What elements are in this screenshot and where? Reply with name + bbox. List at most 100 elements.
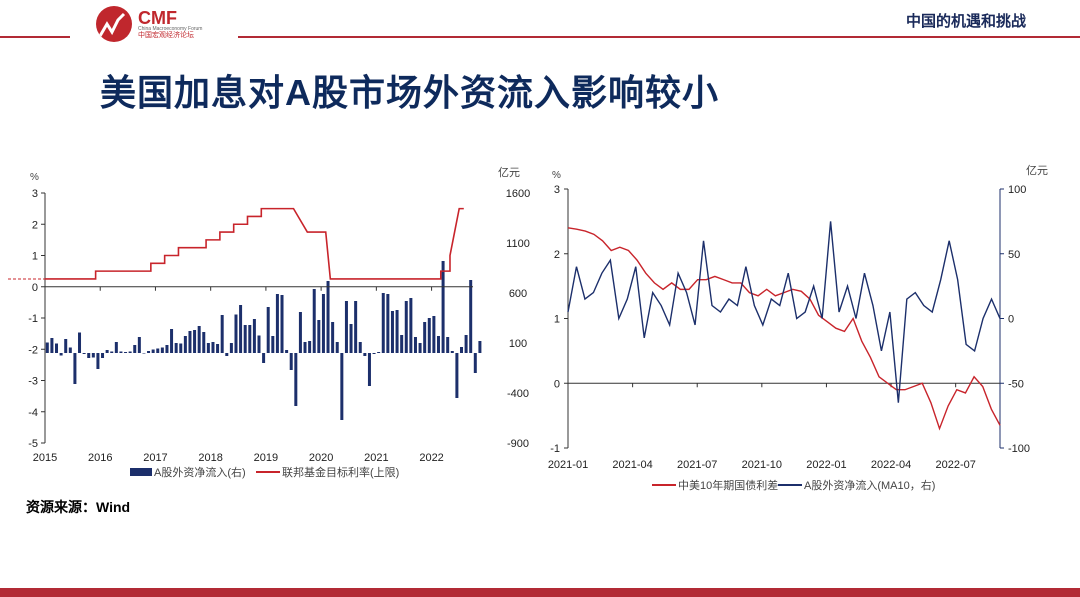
inflow-bar bbox=[151, 349, 155, 353]
logo-cn: 中国宏观经济论坛 bbox=[138, 32, 194, 39]
inflow-bar bbox=[243, 325, 247, 353]
legend-label-inflow: A股外资净流入(右) bbox=[154, 465, 246, 479]
right-tick-label: -50 bbox=[1008, 378, 1024, 390]
inflow-bar bbox=[418, 343, 422, 353]
inflow-bar bbox=[404, 301, 408, 353]
inflow-bar bbox=[450, 351, 454, 353]
inflow-bar bbox=[464, 335, 468, 353]
inflow-bar bbox=[105, 350, 109, 353]
right-tick-label: 100 bbox=[509, 338, 527, 350]
chart-yield-spread-vs-inflows: % 亿元 3 2 1 0 -1 100 50 0 -50 -100 2021-01 2021-04 2021… bbox=[548, 164, 1048, 492]
inflow-bar bbox=[386, 294, 390, 353]
inflow-bar bbox=[331, 322, 335, 353]
right-tick-label: 1600 bbox=[506, 188, 530, 200]
right-tick-label: 0 bbox=[1008, 314, 1014, 326]
inflow-bar bbox=[248, 325, 252, 353]
inflow-bar bbox=[473, 353, 477, 373]
inflow-bar bbox=[156, 348, 160, 353]
inflow-bar bbox=[317, 320, 321, 353]
inflow-bar bbox=[280, 295, 284, 353]
legend-label-inflow: A股外资净流入(MA10，右) bbox=[804, 478, 935, 492]
inflow-bar bbox=[216, 344, 220, 353]
inflow-bar bbox=[298, 312, 302, 353]
inflow-bar bbox=[206, 343, 210, 353]
x-tick-label: 2018 bbox=[198, 452, 222, 464]
header-rule-right bbox=[238, 36, 1080, 38]
inflow-bar bbox=[119, 351, 123, 353]
right-tick-label: -400 bbox=[507, 388, 529, 400]
inflow-bar bbox=[239, 305, 243, 353]
inflow-bar bbox=[82, 353, 86, 354]
cmf-logo: CMF China Macroeconomy Forum 中国宏观经济论坛 bbox=[96, 6, 236, 42]
inflow-bar bbox=[363, 353, 367, 356]
inflow-bar bbox=[354, 301, 358, 353]
inflow-ma10-line bbox=[567, 221, 1001, 403]
inflow-bar bbox=[50, 338, 54, 353]
inflow-bar bbox=[165, 345, 169, 353]
inflow-bar bbox=[257, 335, 261, 353]
inflow-bar bbox=[179, 343, 183, 353]
left-tick-label: 1 bbox=[554, 314, 560, 326]
x-tick-label: 2021-01 bbox=[548, 459, 588, 471]
header-title: 中国的机遇和挑战 bbox=[905, 13, 1026, 30]
inflow-bar bbox=[87, 353, 91, 358]
inflow-bar bbox=[137, 337, 141, 353]
inflow-bar bbox=[395, 310, 399, 353]
right-tick-label: 600 bbox=[509, 288, 527, 300]
x-tick-label: 2020 bbox=[309, 452, 333, 464]
inflow-bar bbox=[372, 353, 376, 354]
x-tick-label: 2021-04 bbox=[612, 459, 652, 471]
logo-text: CMF bbox=[138, 8, 177, 28]
inflow-bar bbox=[262, 353, 266, 363]
inflow-bar bbox=[45, 342, 49, 353]
inflow-bar bbox=[321, 294, 325, 353]
inflow-bar bbox=[409, 298, 413, 353]
right-tick-label: -900 bbox=[507, 438, 529, 450]
inflow-bar bbox=[427, 318, 431, 353]
inflow-bar bbox=[91, 353, 95, 358]
inflow-bar bbox=[96, 353, 100, 369]
inflow-bar bbox=[220, 315, 224, 353]
inflow-bar bbox=[183, 336, 187, 353]
inflow-bar bbox=[229, 343, 233, 353]
inflow-bar bbox=[110, 351, 114, 353]
right-tick-label: 100 bbox=[1008, 184, 1026, 196]
inflow-bar bbox=[423, 322, 427, 353]
left-tick-label: -5 bbox=[28, 438, 38, 450]
right-tick-label: -100 bbox=[1008, 443, 1030, 455]
inflow-bar bbox=[358, 342, 362, 353]
legend-label-rate: 联邦基金目标利率(上限) bbox=[282, 465, 399, 479]
left-tick-label: 3 bbox=[32, 188, 38, 200]
inflow-bar bbox=[441, 261, 445, 353]
right-tick-label: 50 bbox=[1008, 249, 1020, 261]
inflow-bar bbox=[197, 326, 201, 353]
inflow-bar bbox=[252, 319, 256, 353]
inflow-bar bbox=[390, 311, 394, 353]
inflow-bar bbox=[124, 352, 128, 353]
source-note: 资源来源：Wind bbox=[26, 499, 131, 515]
left-tick-label: -2 bbox=[28, 344, 38, 356]
inflow-bar bbox=[340, 353, 344, 420]
legend-label-spread: 中美10年期国债利差 bbox=[678, 478, 778, 492]
left-tick-label: -1 bbox=[550, 443, 560, 455]
inflow-bar bbox=[170, 329, 174, 353]
left-tick-label: -4 bbox=[28, 407, 38, 419]
inflow-bar bbox=[381, 293, 385, 353]
inflow-bar bbox=[128, 351, 132, 353]
left-tick-label: -1 bbox=[28, 313, 38, 325]
inflow-bar bbox=[266, 307, 270, 353]
x-tick-label: 2015 bbox=[33, 452, 57, 464]
left-tick-label: 3 bbox=[554, 184, 560, 196]
x-tick-label: 2021-07 bbox=[677, 459, 717, 471]
right-unit: 亿元 bbox=[1026, 164, 1048, 177]
left-tick-label: 2 bbox=[554, 249, 560, 261]
left-tick-label: 2 bbox=[32, 219, 38, 231]
logo-chart-icon bbox=[96, 6, 132, 42]
inflow-bar bbox=[68, 347, 72, 353]
inflow-bar bbox=[469, 280, 473, 353]
x-tick-label: 2022-01 bbox=[806, 459, 846, 471]
inflow-bar bbox=[459, 347, 463, 353]
inflow-bar bbox=[308, 341, 312, 353]
right-unit: 亿元 bbox=[498, 166, 520, 179]
inflow-bar bbox=[432, 316, 436, 353]
